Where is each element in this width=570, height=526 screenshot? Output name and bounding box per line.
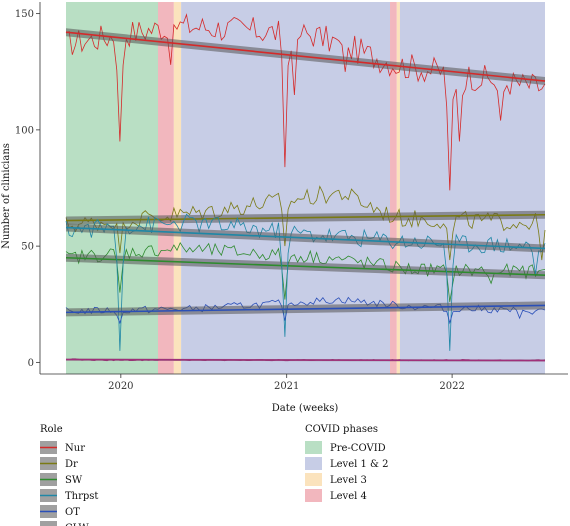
- phase-band-6: [399, 2, 545, 374]
- role-legend-title: Role: [40, 424, 63, 435]
- phase-band-5: [396, 2, 400, 374]
- trend-line-sw: [65, 256, 546, 276]
- axes: 0 50 100 150 2020 2021 2022: [15, 2, 568, 392]
- phase-legend-label-3: Level 4: [330, 491, 367, 502]
- phase-band-0: [66, 2, 158, 374]
- y-tick-label-150: 150: [15, 9, 34, 20]
- trend-line-dr: [65, 213, 546, 222]
- role-legend-label-sw: SW: [65, 475, 83, 486]
- x-tick-label-2020: 2020: [108, 381, 133, 392]
- phase-legend-label-1: Level 1 & 2: [330, 459, 389, 470]
- trend-line-thrpst: [65, 226, 546, 250]
- trend-line-ot: [65, 304, 546, 314]
- role-legend: Role Nur Dr SW Thrpst OT CLW: [40, 424, 98, 526]
- role-legend-label-clw: CLW: [65, 523, 89, 526]
- x-axis-title: Date (weeks): [272, 403, 339, 414]
- phase-key-3: [305, 489, 322, 502]
- x-tick-label-2021: 2021: [274, 381, 299, 392]
- phase-legend-label-2: Level 3: [330, 475, 367, 486]
- role-legend-label-dr: Dr: [65, 459, 78, 470]
- phase-key-1: [305, 457, 322, 470]
- phase-band-2: [173, 2, 182, 374]
- plot-area: [65, 2, 546, 374]
- y-tick-label-50: 50: [21, 242, 34, 253]
- phase-key-2: [305, 473, 322, 486]
- role-key-bg-clw: [40, 521, 57, 526]
- y-axis-title: Number of clinicians: [1, 143, 12, 249]
- trend-line-nur: [65, 31, 546, 82]
- series-line-sw: [65, 241, 546, 302]
- phase-legend-title: COVID phases: [305, 424, 378, 435]
- role-legend-label-ot: OT: [65, 507, 80, 518]
- trend-line-clw: [65, 358, 546, 362]
- phase-legend-label-0: Pre-COVID: [330, 443, 386, 454]
- role-legend-label-thrpst: Thrpst: [65, 491, 98, 502]
- y-tick-label-100: 100: [15, 125, 34, 136]
- role-legend-label-nur: Nur: [65, 443, 85, 454]
- y-tick-label-0: 0: [28, 358, 34, 369]
- phase-band-1: [157, 2, 174, 374]
- phase-key-0: [305, 441, 322, 454]
- x-tick-label-2022: 2022: [439, 381, 464, 392]
- phase-legend: COVID phases Pre-COVID Level 1 & 2 Level 3…: [305, 424, 389, 502]
- phase-band-4: [390, 2, 397, 374]
